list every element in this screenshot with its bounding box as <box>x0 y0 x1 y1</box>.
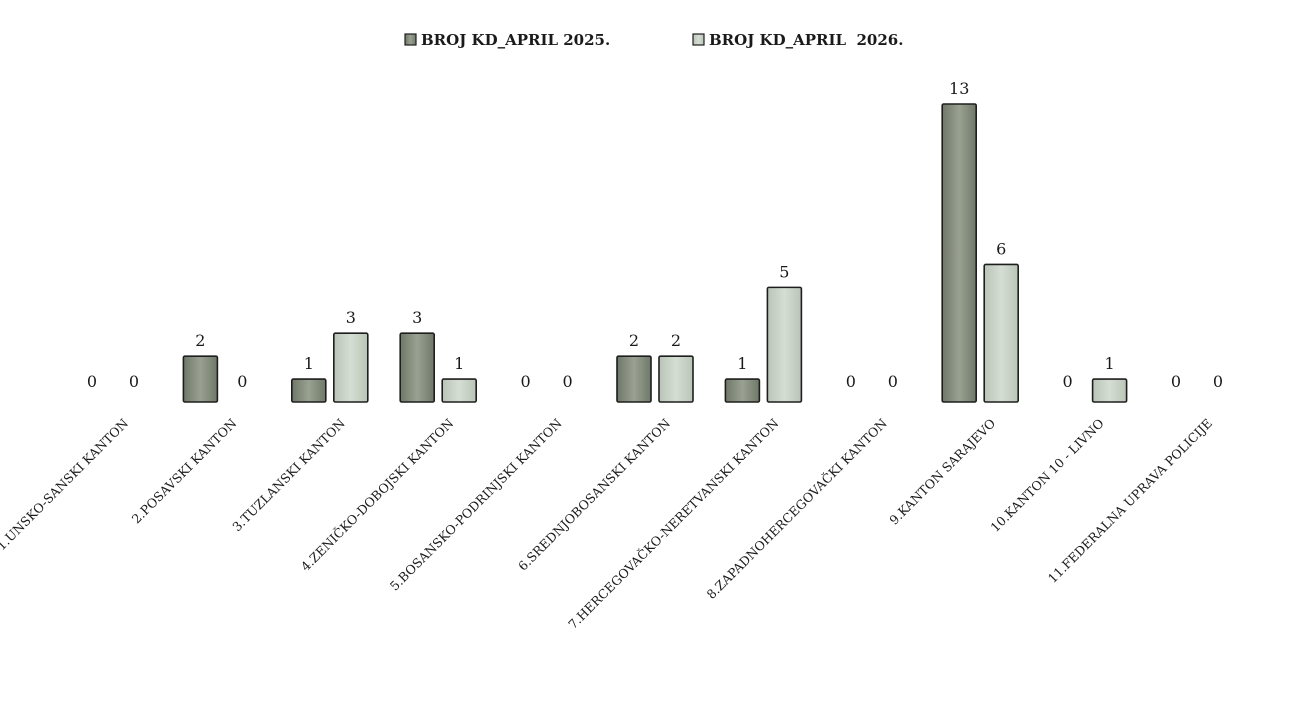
data-label-s1-4: 3 <box>412 308 422 327</box>
data-label-s2-8: 0 <box>888 372 898 391</box>
data-label-s1-6: 2 <box>629 331 639 350</box>
category-label-2: 2.POSAVSKI KANTON <box>129 415 240 526</box>
data-label-s2-4: 1 <box>454 354 464 373</box>
category-label-1: 1.UNSKO-SANSKI KANTON <box>0 415 131 553</box>
category-label-10: 10.KANTON 10 - LIVNO <box>987 416 1106 535</box>
data-label-s2-6: 2 <box>671 331 681 350</box>
bar-s2-4 <box>442 379 476 402</box>
data-label-s1-3: 1 <box>304 354 314 373</box>
data-label-s1-2: 2 <box>195 331 205 350</box>
legend-label-1: BROJ KD_APRIL 2025. <box>421 31 610 49</box>
data-label-s1-9: 13 <box>949 79 969 98</box>
bar-s1-9 <box>942 104 976 402</box>
data-label-s1-5: 0 <box>521 372 531 391</box>
data-label-s1-7: 1 <box>737 354 747 373</box>
category-label-3: 3.TUZLANSKI KANTON <box>229 415 348 534</box>
bar-s1-2 <box>183 356 217 402</box>
bar-s2-10 <box>1093 379 1127 402</box>
bar-s2-3 <box>334 333 368 402</box>
category-label-8: 8.ZAPADNOHERCEGOVAČKI KANTON <box>703 415 890 602</box>
category-label-9: 9.KANTON SARAJEVO <box>886 416 998 528</box>
bar-s1-4 <box>400 333 434 402</box>
data-label-s2-10: 1 <box>1105 354 1115 373</box>
legend-swatch-2 <box>693 34 704 45</box>
bar-s2-9 <box>984 264 1018 402</box>
data-label-s1-8: 0 <box>846 372 856 391</box>
data-label-s2-3: 3 <box>346 308 356 327</box>
legend: BROJ KD_APRIL 2025. BROJ KD_APRIL 2026. <box>405 31 903 49</box>
data-label-s2-11: 0 <box>1213 372 1223 391</box>
data-label-s2-2: 0 <box>237 372 247 391</box>
category-label-5: 5.BOSANSKO-PODRINJSKI KANTON <box>387 415 565 593</box>
data-label-s2-9: 6 <box>996 239 1006 258</box>
data-label-s1-10: 0 <box>1063 372 1073 391</box>
data-label-s2-7: 5 <box>779 262 789 281</box>
bar-s1-3 <box>292 379 326 402</box>
data-label-s1-1: 0 <box>87 372 97 391</box>
bars-group <box>183 104 1126 402</box>
data-label-s2-1: 0 <box>129 372 139 391</box>
category-label-7: 7.HERCEGOVAČKO-NERETVANSKI KANTON <box>564 415 781 632</box>
bar-s1-6 <box>617 356 651 402</box>
bar-s2-7 <box>767 287 801 402</box>
legend-swatch-1 <box>405 34 416 45</box>
bar-s2-6 <box>659 356 693 402</box>
bar-s1-7 <box>725 379 759 402</box>
data-label-s2-5: 0 <box>563 372 573 391</box>
data-label-s1-11: 0 <box>1171 372 1181 391</box>
legend-label-2: BROJ KD_APRIL 2026. <box>709 31 903 49</box>
